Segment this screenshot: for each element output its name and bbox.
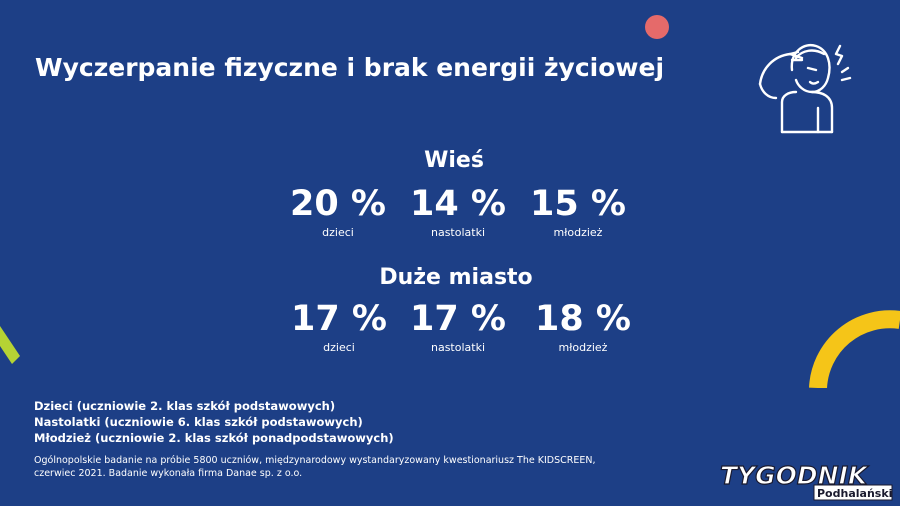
legend-item: Młodzież (uczniowie 2. klas szkół ponadp… (34, 431, 394, 445)
stat-city-teens: 17 % nastolatki (410, 299, 506, 355)
stat-label: młodzież (553, 226, 603, 239)
section-title-big-city: Duże miasto (379, 265, 533, 290)
headache-person-icon (758, 43, 852, 134)
stat-village-youth: 15 % młodzież (530, 184, 626, 240)
legend-item: Dzieci (uczniowie 2. klas szkół podstawo… (34, 399, 336, 413)
stat-label: dzieci (323, 341, 355, 354)
stat-label: nastolatki (430, 341, 486, 354)
stat-value: 15 % (530, 184, 626, 224)
logo-main-text: TYGODNIK (720, 461, 869, 490)
tygodnik-podhalanski-logo: TYGODNIK Podhalański (719, 460, 893, 501)
stat-city-children: 17 % dzieci (291, 299, 387, 355)
stat-value: 20 % (290, 184, 386, 224)
stat-label: nastolatki (430, 226, 486, 239)
stat-value: 18 % (535, 299, 631, 339)
stat-village-teens: 14 % nastolatki (410, 184, 506, 240)
page-title: Wyczerpanie fizyczne i brak energii życi… (35, 53, 665, 82)
stat-city-youth: 18 % młodzież (535, 299, 631, 355)
decorative-yellow-arc (809, 310, 900, 388)
logo-sub-text: Podhalański (817, 487, 892, 500)
decorative-green-shape (0, 326, 20, 364)
stat-value: 17 % (291, 299, 387, 339)
decorative-dot (645, 15, 669, 39)
legend: Dzieci (uczniowie 2. klas szkół podstawo… (34, 398, 394, 446)
section-title-village: Wieś (424, 148, 484, 173)
stat-label: dzieci (322, 226, 354, 239)
legend-item: Nastolatki (uczniowie 6. klas szkół pods… (34, 415, 363, 429)
stat-value: 17 % (410, 299, 506, 339)
stat-value: 14 % (410, 184, 506, 224)
footnote: Ogólnopolskie badanie na próbie 5800 ucz… (34, 455, 596, 479)
stat-label: młodzież (558, 341, 608, 354)
stat-village-children: 20 % dzieci (290, 184, 386, 240)
